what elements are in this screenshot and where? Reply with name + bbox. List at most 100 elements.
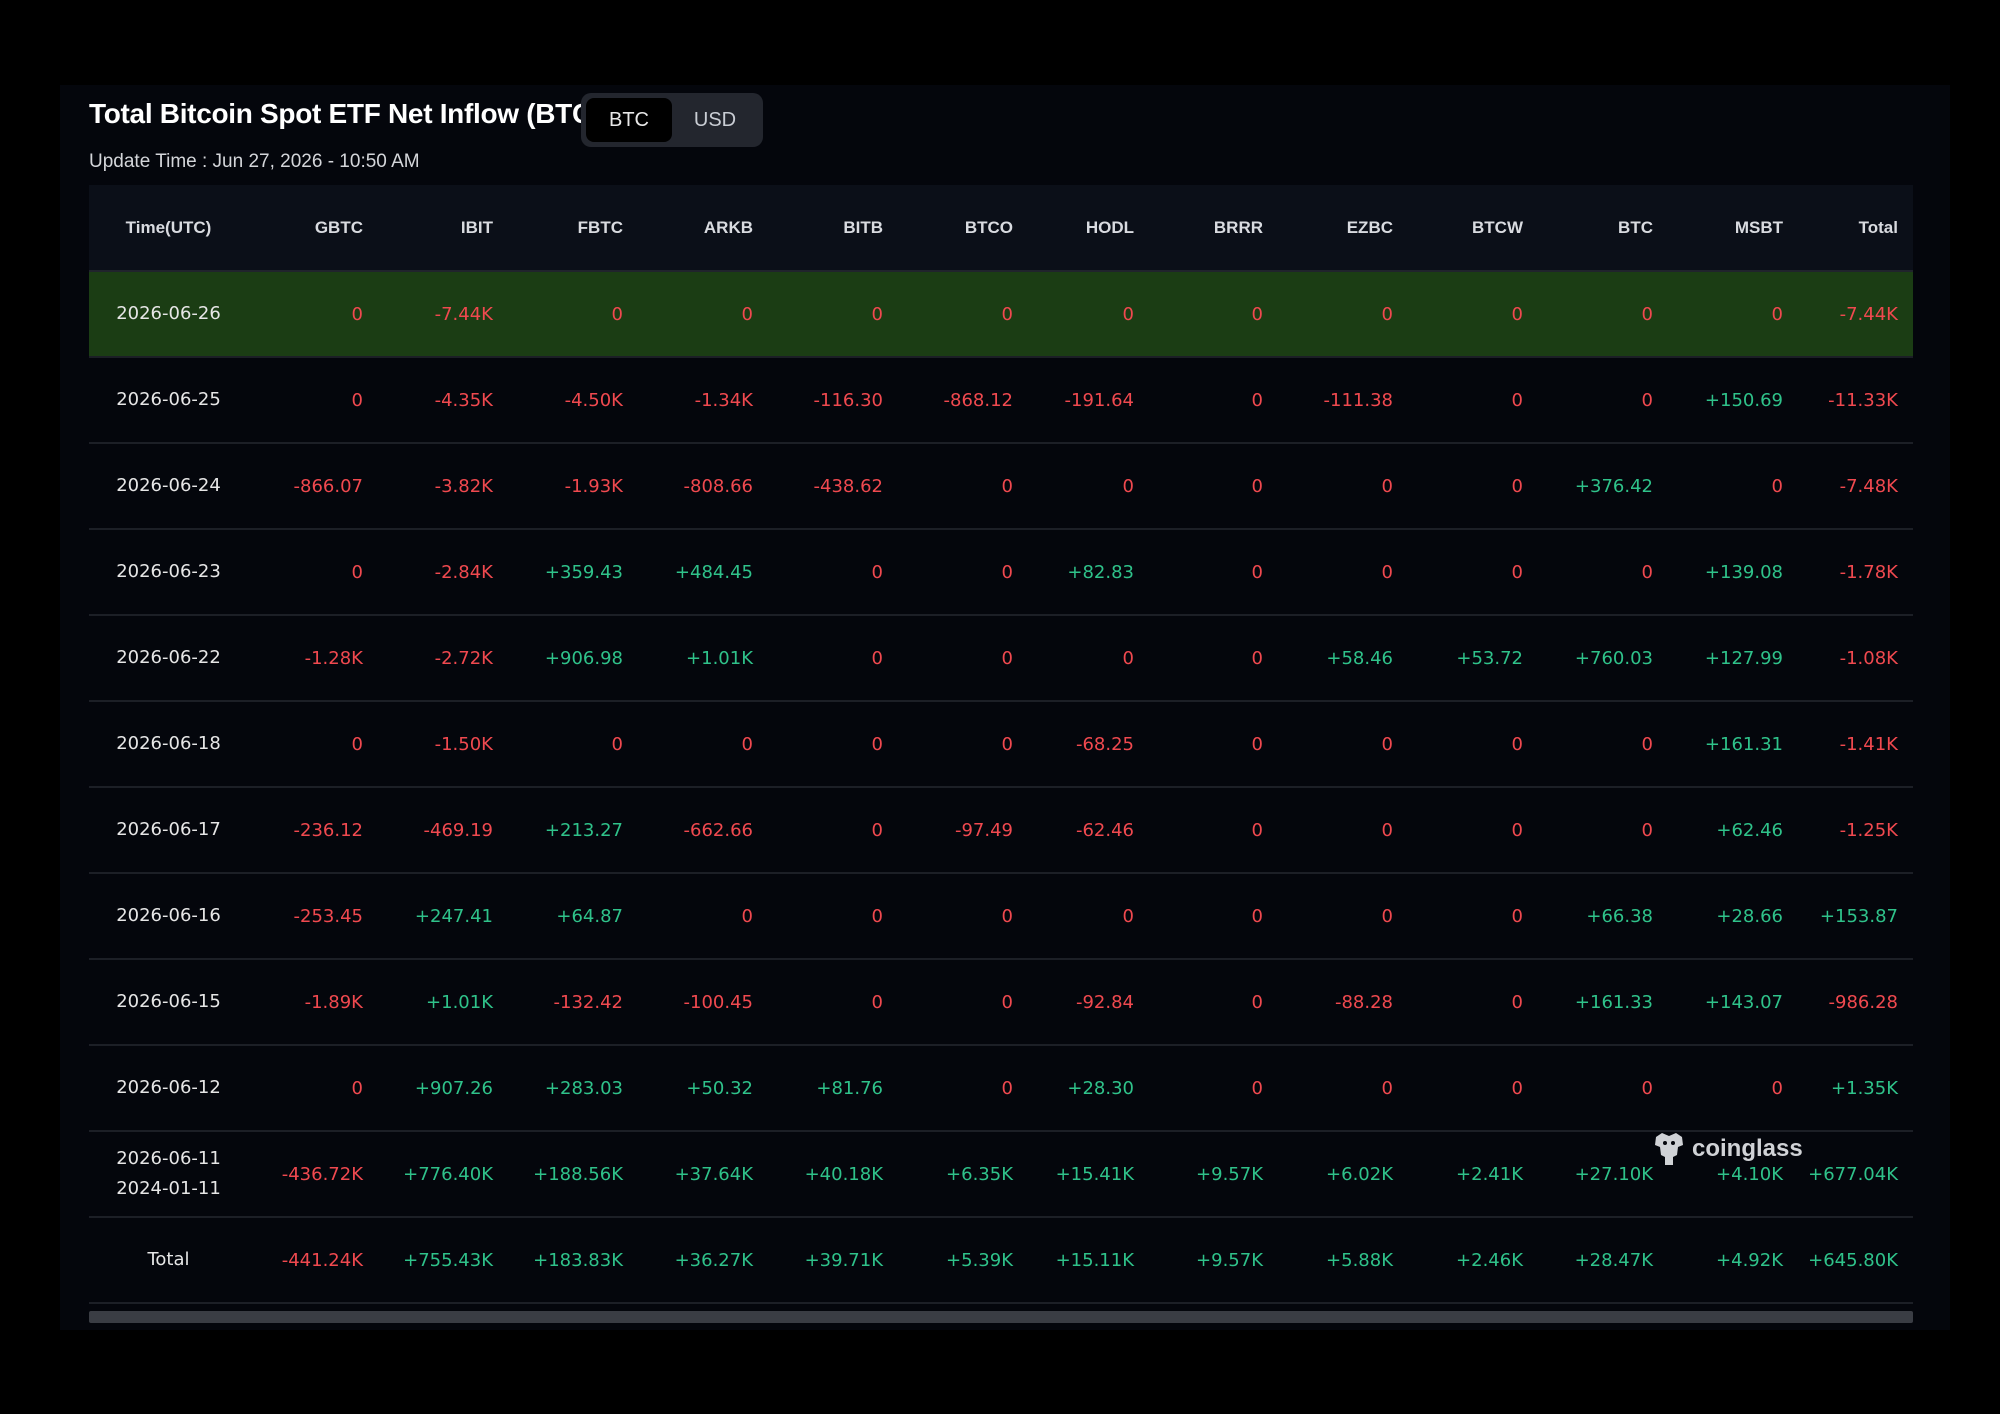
value-cell: +139.08 bbox=[1704, 561, 1783, 583]
column-header[interactable]: Total bbox=[1858, 217, 1898, 237]
value-cell: 0 bbox=[871, 647, 883, 669]
currency-toggle: BTC USD bbox=[581, 93, 763, 147]
value-cell: 0 bbox=[1511, 475, 1523, 497]
column-header[interactable]: BTCO bbox=[964, 217, 1013, 237]
value-cell: 0 bbox=[741, 905, 753, 927]
value-cell: 0 bbox=[1122, 647, 1134, 669]
column-header[interactable]: BTCW bbox=[1472, 217, 1523, 237]
column-header[interactable]: ARKB bbox=[703, 217, 753, 237]
row-date-line: 2026-06-16 bbox=[116, 905, 221, 926]
value-cell: +9.57K bbox=[1196, 1163, 1263, 1185]
value-cell: +283.03 bbox=[544, 1077, 623, 1099]
column-header[interactable]: MSBT bbox=[1734, 217, 1783, 237]
column-header[interactable]: EZBC bbox=[1346, 217, 1393, 237]
value-cell: +776.40K bbox=[403, 1163, 493, 1185]
value-cell: 0 bbox=[1251, 389, 1263, 411]
value-cell: +4.10K bbox=[1716, 1163, 1783, 1185]
value-cell: +28.66 bbox=[1716, 905, 1783, 927]
value-cell: +2.41K bbox=[1456, 1163, 1523, 1185]
value-cell: -441.24K bbox=[281, 1249, 363, 1271]
value-cell: +907.26 bbox=[414, 1077, 493, 1099]
value-cell: -469.19 bbox=[423, 819, 493, 841]
value-cell: +127.99 bbox=[1704, 647, 1783, 669]
value-cell: +359.43 bbox=[544, 561, 623, 583]
value-cell: -236.12 bbox=[293, 819, 363, 841]
table-row: 2026-06-26 0 -7.44K 0 0 0 0 0 0 0 0 0 0 -7.44K bbox=[89, 272, 1913, 358]
row-date: 2026-06-24 bbox=[89, 444, 248, 528]
value-cell: +15.41K bbox=[1055, 1163, 1134, 1185]
row-date-line: 2026-06-22 bbox=[116, 647, 221, 668]
value-cell: 0 bbox=[351, 389, 363, 411]
value-cell: +27.10K bbox=[1574, 1163, 1653, 1185]
value-cell: -1.89K bbox=[304, 991, 363, 1013]
horizontal-scrollbar[interactable] bbox=[89, 1311, 1913, 1323]
row-date: 2026-06-25 bbox=[89, 358, 248, 442]
value-cell: +9.57K bbox=[1196, 1249, 1263, 1271]
column-header[interactable]: BITB bbox=[843, 217, 883, 237]
value-cell: -662.66 bbox=[683, 819, 753, 841]
toggle-usd-button[interactable]: USD bbox=[693, 109, 737, 131]
value-cell: 0 bbox=[1381, 733, 1393, 755]
value-cell: 0 bbox=[1771, 1077, 1783, 1099]
value-cell: 0 bbox=[1251, 303, 1263, 325]
value-cell: 0 bbox=[1641, 303, 1653, 325]
value-cell: +66.38 bbox=[1586, 905, 1653, 927]
column-header[interactable]: BRRR bbox=[1213, 217, 1263, 237]
row-date: 2026-06-16 bbox=[89, 874, 248, 958]
value-cell: -253.45 bbox=[293, 905, 363, 927]
value-cell: +645.80K bbox=[1808, 1249, 1898, 1271]
value-cell: +6.02K bbox=[1326, 1163, 1393, 1185]
row-date: 2026-06-15 bbox=[89, 960, 248, 1044]
value-cell: -92.84 bbox=[1075, 991, 1134, 1013]
value-cell: 0 bbox=[1641, 819, 1653, 841]
value-cell: -191.64 bbox=[1064, 389, 1134, 411]
value-cell: -62.46 bbox=[1075, 819, 1134, 841]
column-header[interactable]: FBTC bbox=[577, 217, 623, 237]
value-cell: +143.07 bbox=[1704, 991, 1783, 1013]
column-header[interactable]: HODL bbox=[1085, 217, 1134, 237]
value-cell: -88.28 bbox=[1334, 991, 1393, 1013]
value-cell: -4.35K bbox=[434, 389, 493, 411]
table-row: 2026-06-25 0 -4.35K -4.50K -1.34K -116.30 -868… bbox=[89, 358, 1913, 444]
row-date-line: 2026-06-24 bbox=[116, 475, 221, 496]
value-cell: +1.35K bbox=[1831, 1077, 1898, 1099]
row-date: 2026-06-18 bbox=[89, 702, 248, 786]
value-cell: 0 bbox=[1251, 561, 1263, 583]
value-cell: 0 bbox=[1511, 819, 1523, 841]
row-date-line: 2026-06-15 bbox=[116, 991, 221, 1012]
value-cell: +2.46K bbox=[1456, 1249, 1523, 1271]
row-date: 2026-06-22 bbox=[89, 616, 248, 700]
value-cell: +1.01K bbox=[426, 991, 493, 1013]
table-row: 2026-06-15 -1.89K +1.01K -132.42 -100.45 0 0 -9… bbox=[89, 960, 1913, 1046]
value-cell: 0 bbox=[741, 733, 753, 755]
value-cell: 0 bbox=[1641, 561, 1653, 583]
table-total-row: Total -441.24K +755.43K +183.83K +36.27K +39.… bbox=[89, 1218, 1913, 1304]
value-cell: 0 bbox=[1251, 733, 1263, 755]
column-header[interactable]: BTC bbox=[1618, 217, 1653, 237]
value-cell: 0 bbox=[1001, 561, 1013, 583]
value-cell: +484.45 bbox=[674, 561, 753, 583]
value-cell: +4.92K bbox=[1716, 1249, 1783, 1271]
value-cell: +376.42 bbox=[1574, 475, 1653, 497]
value-cell: -1.28K bbox=[304, 647, 363, 669]
value-cell: 0 bbox=[1511, 561, 1523, 583]
value-cell: -2.84K bbox=[434, 561, 493, 583]
value-cell: 0 bbox=[1001, 303, 1013, 325]
value-cell: -7.48K bbox=[1839, 475, 1898, 497]
value-cell: +15.11K bbox=[1055, 1249, 1134, 1271]
value-cell: -4.50K bbox=[564, 389, 623, 411]
value-cell: +213.27 bbox=[544, 819, 623, 841]
row-date: 2026-06-11 2024-01-11 bbox=[89, 1132, 248, 1216]
value-cell: -1.34K bbox=[694, 389, 753, 411]
toggle-btc-button[interactable]: BTC bbox=[586, 98, 672, 142]
value-cell: -2.72K bbox=[434, 647, 493, 669]
value-cell: +37.64K bbox=[674, 1163, 753, 1185]
column-header[interactable]: GBTC bbox=[314, 217, 363, 237]
value-cell: 0 bbox=[351, 1077, 363, 1099]
value-cell: 0 bbox=[871, 733, 883, 755]
column-header[interactable]: IBIT bbox=[460, 217, 493, 237]
value-cell: +161.33 bbox=[1574, 991, 1653, 1013]
value-cell: -100.45 bbox=[683, 991, 753, 1013]
column-header[interactable]: Time(UTC) bbox=[125, 217, 212, 237]
value-cell: +5.39K bbox=[946, 1249, 1013, 1271]
